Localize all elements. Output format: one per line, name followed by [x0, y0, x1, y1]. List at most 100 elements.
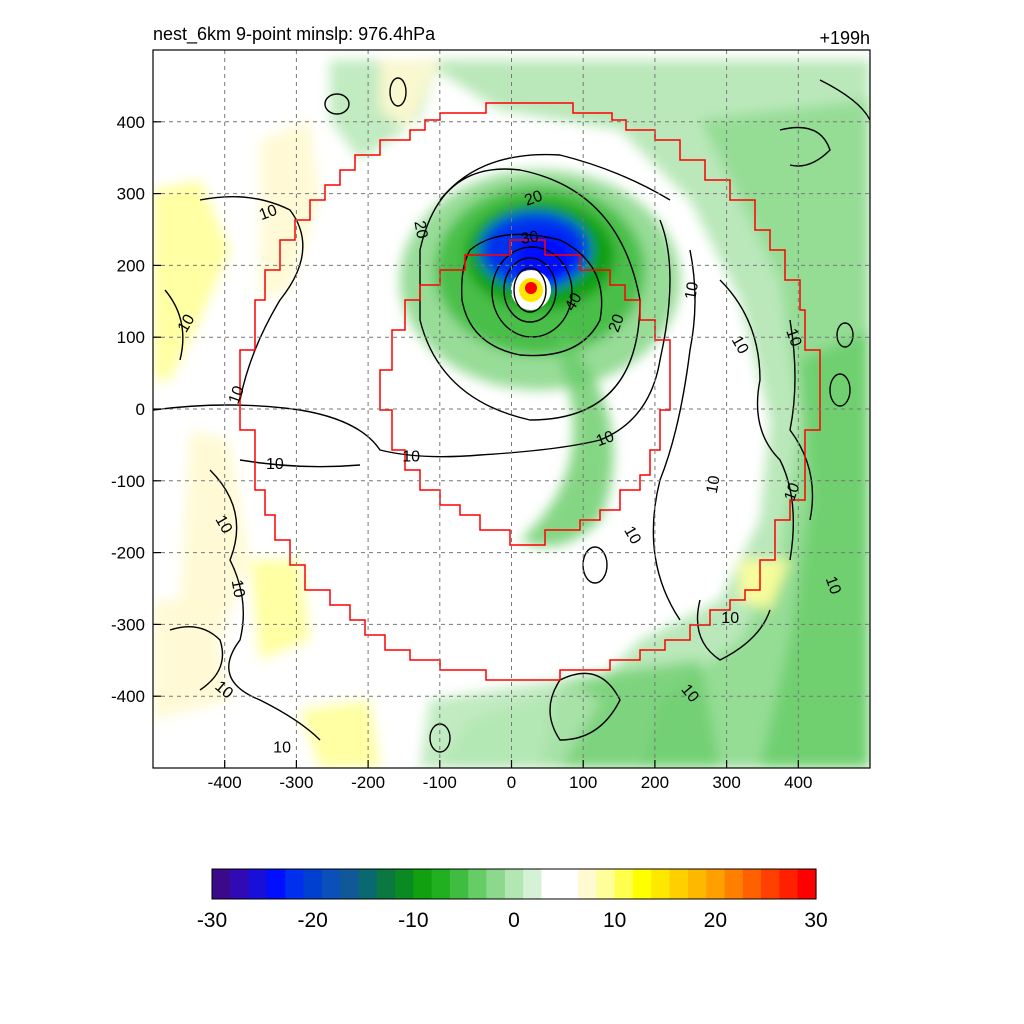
- contour-label-3: 40: [562, 290, 586, 314]
- colorbar-tick-label-3: 0: [508, 909, 520, 932]
- colorbar-swatch-11: [413, 869, 433, 899]
- inner-nest-boundary: [379, 239, 671, 546]
- contour-label-12: 10: [728, 333, 752, 357]
- contour-label-20: 10: [721, 610, 739, 627]
- contour-label-15: 10: [782, 481, 804, 504]
- colorbar-tick-label-4: 10: [603, 909, 626, 932]
- forecast-hour-label: +199h: [819, 28, 870, 48]
- outer-nest-boundary: [239, 102, 821, 681]
- colorbar-swatch-26: [687, 869, 707, 899]
- colorbar-swatch-10: [395, 869, 414, 899]
- y-tick-label-3: 100: [117, 328, 145, 347]
- colorbar-swatch-6: [321, 869, 341, 899]
- colorbar-swatch-31: [779, 869, 799, 899]
- colorbar-swatch-27: [706, 869, 726, 899]
- chart-title: nest_6km 9-point minslp: 976.4hPa: [153, 24, 436, 45]
- x-tick-label-5: 100: [569, 773, 597, 792]
- colorbar-tick-label-2: -10: [398, 909, 428, 932]
- x-tick-label-2: -200: [351, 773, 385, 792]
- contour-label-2: 30: [519, 228, 540, 248]
- colorbar-swatch-24: [651, 869, 671, 899]
- colorbar-swatch-16: [504, 869, 524, 899]
- colorbar-swatch-18: [541, 869, 561, 899]
- contour-label-9: 10: [402, 449, 420, 466]
- contour-label-text-0: 20: [522, 188, 545, 210]
- x-tick-label-6: 200: [641, 773, 669, 792]
- x-tick-label-1: -300: [279, 773, 313, 792]
- contour-label-1: 20: [410, 220, 430, 241]
- contour-label-text-16: 10: [212, 513, 236, 537]
- contour-label-text-4: 20: [606, 312, 628, 335]
- colorbar-swatch-15: [486, 869, 506, 899]
- colorbar-swatch-19: [559, 869, 579, 899]
- colorbar-swatch-30: [761, 869, 780, 899]
- colorbar: -30 -20 -10 0 10 20 30: [197, 868, 828, 932]
- contour-label-4: 20: [606, 312, 628, 335]
- y-tick-label-5: -100: [111, 472, 145, 491]
- y-tick-label-2: 200: [117, 256, 145, 275]
- contour-label-text-18: 10: [822, 574, 844, 597]
- contour-label-text-7: 10: [226, 384, 248, 407]
- contour-label-19: 10: [228, 579, 248, 600]
- contour-label-text-17: 10: [620, 523, 644, 547]
- colorbar-tick-label-1: -20: [297, 909, 327, 932]
- contour-label-text-1: 20: [410, 220, 430, 241]
- colorbar-tick-label-0: -30: [197, 909, 227, 932]
- x-tick-label-3: -100: [423, 773, 457, 792]
- colorbar-swatch-20: [578, 869, 597, 899]
- contour-label-8: 10: [266, 456, 284, 473]
- contour-label-14: 10: [704, 474, 724, 495]
- colorbar-swatch-29: [742, 869, 762, 899]
- colorbar-frame: [211, 868, 817, 900]
- colorbar-swatch-7: [340, 869, 360, 899]
- y-tick-label-1: 300: [117, 185, 145, 204]
- contour-label-13: 10: [782, 326, 804, 349]
- contour-label-10: 10: [594, 428, 617, 450]
- y-tick-label-4: 0: [136, 400, 145, 419]
- y-tick-label-0: 400: [117, 113, 145, 132]
- colorbar-swatch-13: [449, 869, 469, 899]
- colorbar-swatch-9: [376, 869, 396, 899]
- contour-label-18: 10: [822, 574, 844, 597]
- contour-label-text-14: 10: [704, 474, 724, 495]
- contour-label-text-3: 40: [562, 290, 586, 314]
- contour-label-text-8: 10: [266, 456, 284, 473]
- colorbar-swatch-23: [632, 869, 652, 899]
- contour-label-11: 10: [682, 280, 702, 301]
- contour-label-text-5: 10: [257, 202, 280, 224]
- contour-label-text-6: 10: [175, 312, 199, 336]
- contour-label-0: 20: [522, 188, 545, 210]
- contour-label-6: 10: [175, 312, 199, 336]
- colorbar-swatch-1: [230, 869, 250, 899]
- y-tick-label-7: -300: [111, 615, 145, 634]
- colorbar-swatch-17: [523, 869, 543, 899]
- x-axis: -400 -300 -200 -100 0 100 200 300 400: [208, 760, 812, 792]
- colorbar-swatch-32: [797, 869, 817, 899]
- colorbar-swatch-0: [212, 869, 231, 899]
- contour-label-7: 10: [226, 384, 248, 407]
- colorbar-tick-label-6: 30: [804, 909, 827, 932]
- storm-center-marker: [525, 282, 537, 294]
- colorbar-swatch-2: [248, 869, 268, 899]
- contour-label-text-12: 10: [728, 333, 752, 357]
- y-tick-label-8: -400: [111, 687, 145, 706]
- contour-label-text-2: 30: [519, 228, 540, 248]
- x-tick-label-0: -400: [208, 773, 242, 792]
- contour-label-text-11: 10: [682, 280, 702, 301]
- colorbar-swatch-3: [266, 869, 286, 899]
- colorbar-swatch-14: [468, 869, 488, 899]
- colorbar-swatch-28: [724, 869, 744, 899]
- contour-label-text-13: 10: [782, 326, 804, 349]
- contour-label-23: 10: [273, 739, 291, 756]
- x-tick-label-7: 300: [712, 773, 740, 792]
- colorbar-swatch-25: [669, 869, 689, 899]
- colorbar-swatch-22: [614, 869, 634, 899]
- colorbar-swatch-12: [431, 869, 451, 899]
- contour-label-text-15: 10: [782, 481, 804, 504]
- contour-label-text-19: 10: [228, 579, 248, 600]
- colorbar-swatch-4: [285, 869, 305, 899]
- contour-label-16: 10: [212, 513, 236, 537]
- contour-label-text-9: 10: [402, 449, 420, 466]
- contour-label-text-20: 10: [721, 610, 739, 627]
